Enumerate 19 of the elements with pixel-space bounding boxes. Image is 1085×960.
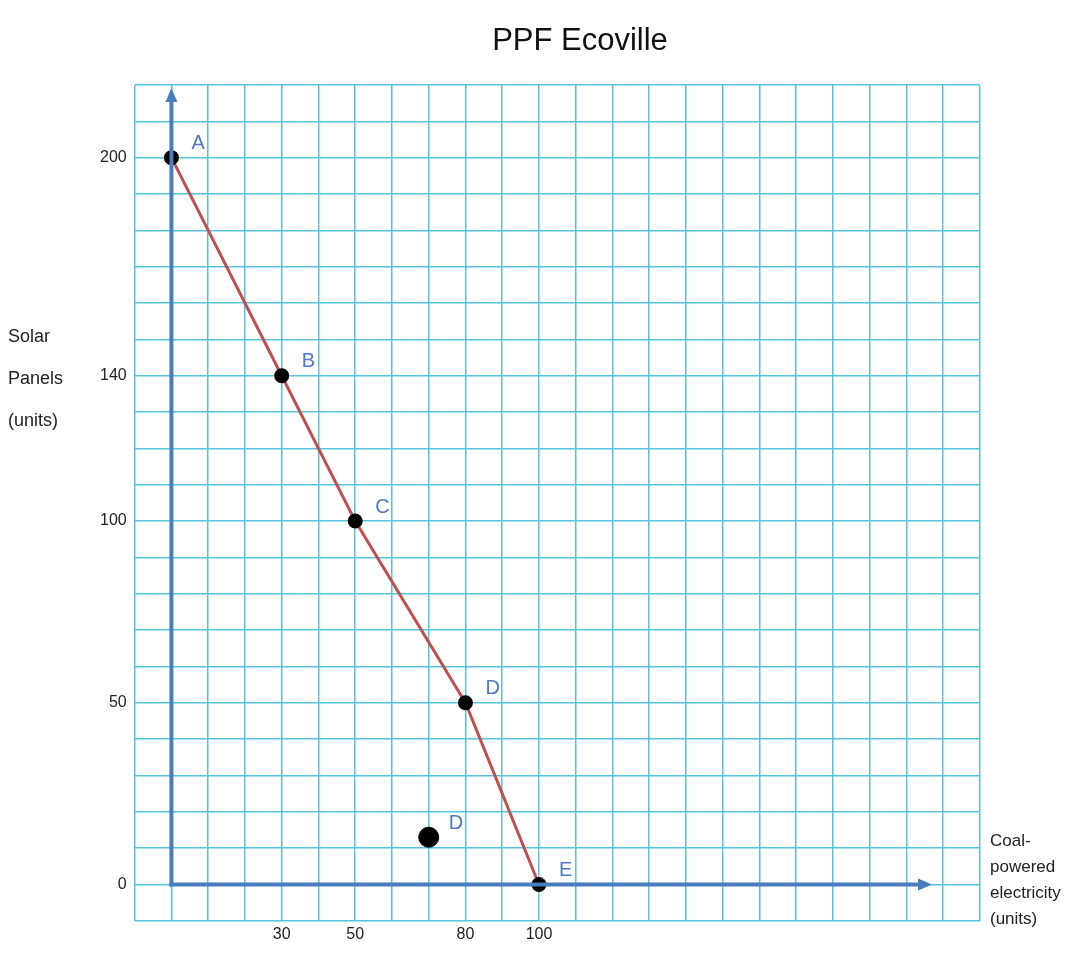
x-tick-label: 30 [272, 924, 291, 942]
chart-title: PPF Ecoville [491, 21, 669, 59]
y-tick-label: 140 [99, 366, 127, 384]
x-tick-label: 50 [346, 924, 365, 942]
text: Solar Panels (units) [8, 326, 64, 430]
annotation: A [191, 131, 206, 154]
annotation: B [301, 349, 316, 372]
y-tick-label: 100 [99, 511, 127, 529]
point [418, 826, 440, 848]
annotation: C [375, 494, 390, 517]
x-axis-title: Coal-powered electricity (units) [990, 830, 1062, 930]
y-tick-label: 50 [108, 693, 127, 711]
x-tick-label: 80 [456, 924, 475, 942]
annotation: D [485, 676, 500, 699]
annotation: D [448, 810, 464, 833]
x-tick-label: 100 [525, 924, 553, 942]
y-tick-label: 0 [117, 874, 127, 892]
annotation: E [558, 857, 573, 880]
y-tick-label: 200 [99, 148, 127, 166]
